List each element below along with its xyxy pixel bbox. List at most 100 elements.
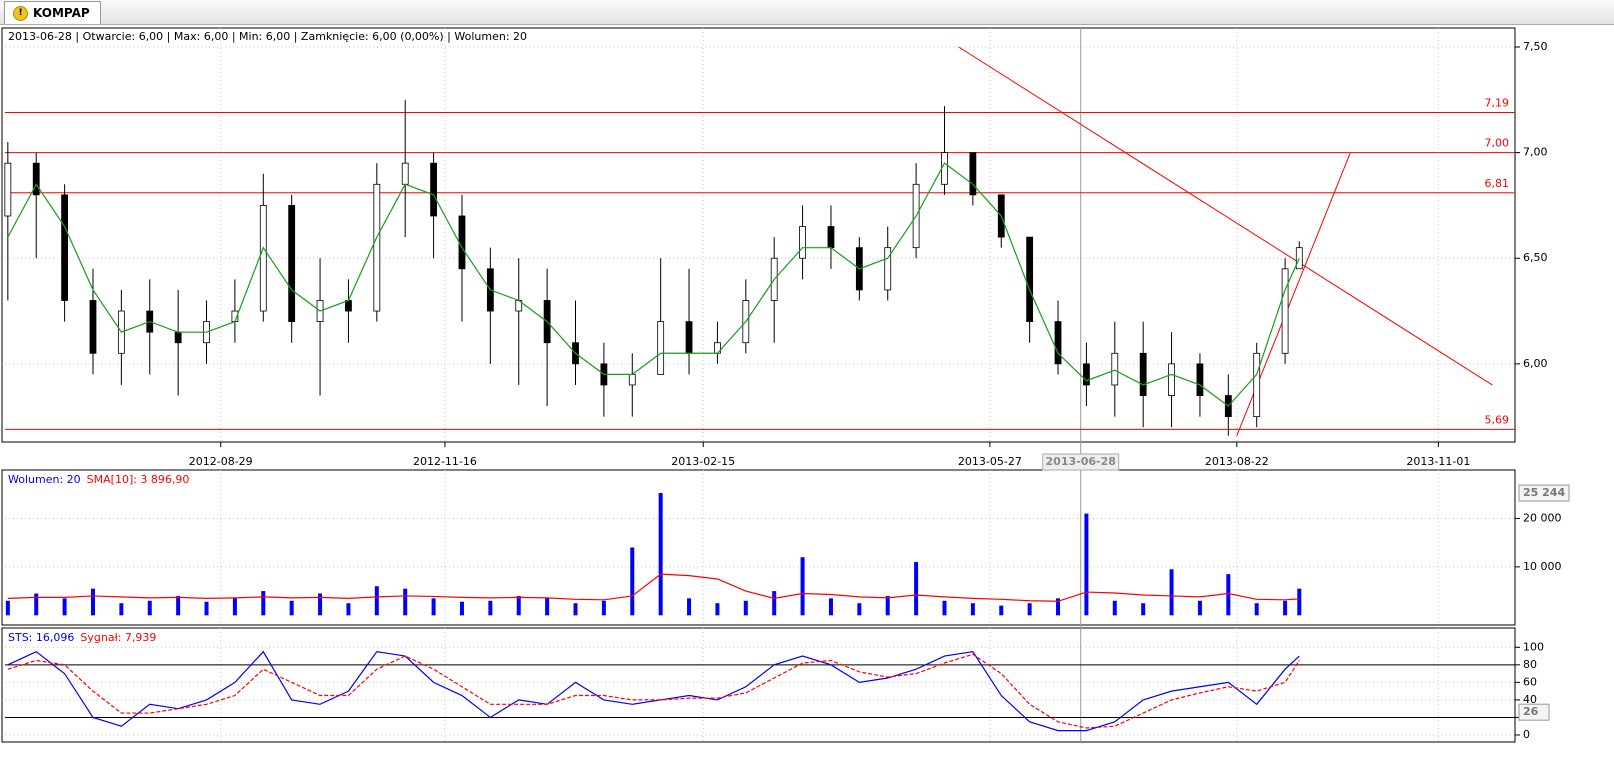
volume-bar: [1283, 600, 1288, 616]
candle-body: [1253, 352, 1261, 418]
volume-bar: [942, 600, 947, 616]
candle-body: [288, 205, 296, 323]
x-tick-label: 2012-11-16: [413, 455, 477, 468]
candle-body: [1196, 363, 1204, 396]
candle-body: [1295, 247, 1303, 270]
candle-body: [884, 247, 892, 291]
chart: 2013-06-28 | Otwarcie: 6,00 | Max: 6,00 …: [0, 25, 1614, 766]
volume-bar: [1084, 513, 1089, 616]
volume-bar: [5, 600, 10, 616]
candle-body: [1111, 352, 1119, 386]
volume-bar: [1226, 574, 1231, 616]
volume-bar: [885, 595, 890, 616]
volume-bar: [658, 493, 663, 616]
y-tick-label: 0: [1523, 728, 1530, 741]
x-tick-label: 2013-11-01: [1406, 455, 1470, 468]
candle-body: [174, 331, 182, 344]
volume-bar: [1297, 588, 1302, 616]
volume-bar: [289, 600, 294, 616]
volume-bar: [743, 600, 748, 616]
level-label: 6,81: [1485, 177, 1510, 190]
cursor-label-box: [1042, 453, 1120, 471]
candle-body: [685, 321, 693, 354]
volume-bar: [914, 562, 919, 616]
candle-body: [657, 321, 665, 375]
legend-entry: STS: 16,096: [8, 631, 74, 644]
last-value-label: 25 244: [1523, 486, 1565, 499]
candle-body: [32, 162, 40, 196]
trend-line: [958, 46, 1493, 386]
candle-body: [458, 215, 466, 270]
level-label: 7,19: [1485, 96, 1510, 109]
volume-bar: [573, 603, 578, 616]
volume-bar: [1254, 603, 1259, 616]
volume-bar: [630, 547, 635, 616]
candle-body: [345, 300, 352, 312]
legend-entry: Sygnał: 7,939: [80, 631, 156, 644]
level-label: 7,00: [1485, 137, 1510, 150]
warning-icon: !: [13, 6, 28, 21]
candle-body: [1139, 352, 1147, 396]
x-tick-label: 2012-08-29: [189, 455, 253, 468]
x-tick-label: 2013-08-22: [1205, 455, 1269, 468]
volume-bar: [346, 603, 351, 616]
candle-body: [61, 194, 69, 301]
series-line: [7, 650, 1300, 732]
volume-bar: [800, 557, 805, 616]
candle-body: [628, 374, 636, 386]
candle-body: [4, 162, 12, 217]
candle-body: [827, 226, 835, 249]
volume-bar: [857, 603, 862, 616]
volume-bar: [772, 591, 777, 616]
chart-background: [0, 25, 1614, 766]
y-tick-label: 6,50: [1523, 251, 1548, 264]
candle-body: [941, 152, 948, 185]
x-tick-label: 2013-05-27: [958, 455, 1022, 468]
candle-body: [1281, 268, 1289, 354]
volume-bar: [1197, 600, 1202, 616]
volume-bar: [204, 601, 209, 616]
x-tick-label: 2013-02-15: [671, 455, 735, 468]
volume-bar: [545, 598, 550, 616]
candle-body: [1083, 363, 1090, 386]
last-value-box: [1518, 484, 1570, 502]
volume-bar: [176, 595, 181, 616]
last-value-label: 26: [1523, 705, 1539, 718]
y-tick-label: 7,00: [1523, 146, 1548, 159]
volume-bar: [1027, 603, 1032, 616]
candle-body: [969, 152, 977, 196]
volume-bar: [459, 601, 464, 616]
y-tick-label: 60: [1523, 675, 1537, 688]
candle-body: [430, 162, 437, 217]
candle-body: [259, 205, 267, 312]
volume-bar: [488, 600, 493, 616]
last-value-box: [1518, 703, 1550, 721]
y-tick-label: 6,00: [1523, 357, 1548, 370]
candle-body: [799, 226, 806, 259]
legend-entry: SMA[10]: 3 896,90: [87, 473, 190, 486]
volume-bar: [62, 598, 67, 616]
y-tick-label: 10 000: [1523, 560, 1562, 573]
volume-bar: [403, 588, 408, 616]
volume-bar: [147, 600, 152, 616]
tab[interactable]: ! KOMPAP: [4, 1, 101, 24]
tab-title: KOMPAP: [33, 6, 90, 20]
candle-body: [1054, 321, 1062, 365]
candle-body: [89, 300, 97, 354]
volume-bar: [516, 595, 521, 616]
series-line: [7, 573, 1300, 602]
candle-body: [401, 162, 409, 185]
volume-bar: [999, 605, 1004, 616]
candle-body: [1026, 236, 1034, 323]
series-line: [7, 162, 1300, 407]
volume-bar: [318, 593, 323, 616]
volume-bar: [1169, 569, 1174, 616]
cursor-label: 2013-06-28: [1046, 455, 1116, 468]
candle-body: [1168, 363, 1175, 396]
volume-bar: [119, 603, 124, 616]
volume-bar: [34, 593, 39, 616]
legend-entry: Wolumen: 20: [8, 473, 81, 486]
y-tick-label: 40: [1523, 693, 1537, 706]
candle-body: [373, 183, 381, 312]
